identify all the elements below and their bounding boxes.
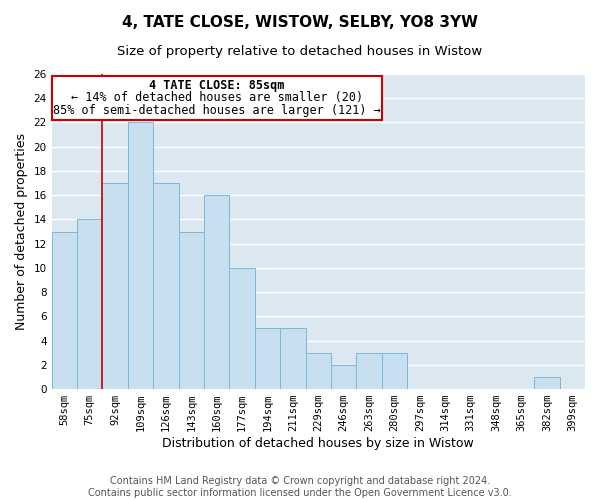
X-axis label: Distribution of detached houses by size in Wistow: Distribution of detached houses by size … — [163, 437, 474, 450]
Bar — [204, 195, 229, 389]
Bar — [305, 352, 331, 389]
Bar — [382, 352, 407, 389]
Bar — [128, 122, 153, 389]
Text: 4 TATE CLOSE: 85sqm: 4 TATE CLOSE: 85sqm — [149, 78, 284, 92]
Text: 4, TATE CLOSE, WISTOW, SELBY, YO8 3YW: 4, TATE CLOSE, WISTOW, SELBY, YO8 3YW — [122, 15, 478, 30]
Y-axis label: Number of detached properties: Number of detached properties — [15, 133, 28, 330]
Text: 85% of semi-detached houses are larger (121) →: 85% of semi-detached houses are larger (… — [53, 104, 380, 117]
Text: ← 14% of detached houses are smaller (20): ← 14% of detached houses are smaller (20… — [71, 91, 363, 104]
Bar — [52, 232, 77, 389]
Bar — [356, 352, 382, 389]
Text: Contains HM Land Registry data © Crown copyright and database right 2024.
Contai: Contains HM Land Registry data © Crown c… — [88, 476, 512, 498]
Bar — [153, 183, 179, 389]
Bar — [255, 328, 280, 389]
Bar — [534, 377, 560, 389]
Bar — [103, 183, 128, 389]
Bar — [280, 328, 305, 389]
Bar — [229, 268, 255, 389]
Bar — [77, 220, 103, 389]
Bar — [331, 365, 356, 389]
FancyBboxPatch shape — [52, 76, 382, 120]
Bar — [179, 232, 204, 389]
Text: Size of property relative to detached houses in Wistow: Size of property relative to detached ho… — [118, 45, 482, 58]
